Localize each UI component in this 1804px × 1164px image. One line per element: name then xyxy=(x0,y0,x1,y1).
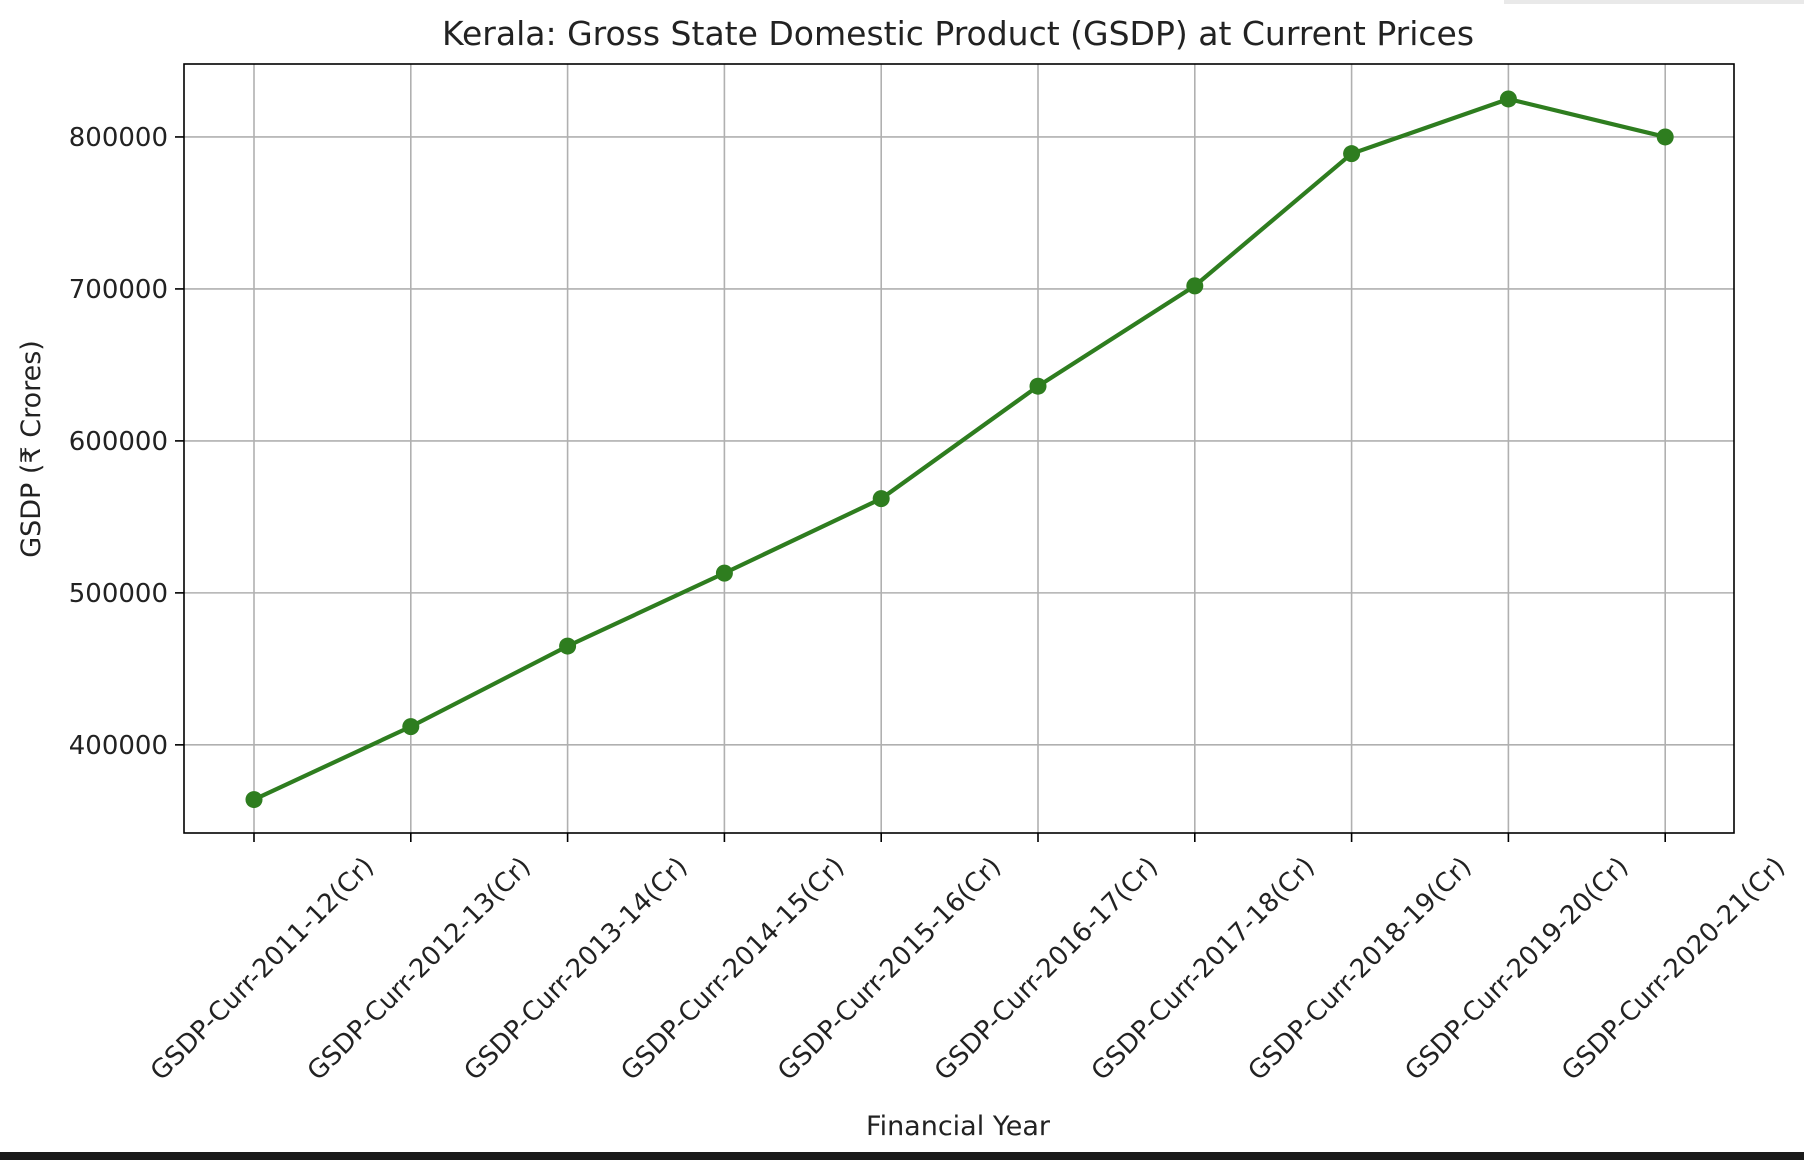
x-axis-ticks: GSDP-Curr-2011-12(Cr)GSDP-Curr-2012-13(C… xyxy=(145,833,1791,1087)
data-point xyxy=(559,637,577,655)
y-axis-ticks: 400000 500000 600000 700000 800000 xyxy=(69,123,184,761)
chart-title: Kerala: Gross State Domestic Product (GS… xyxy=(442,14,1474,53)
grid-lines xyxy=(184,64,1734,833)
window-bottom-edge xyxy=(0,1152,1804,1160)
data-point xyxy=(715,564,733,582)
data-point xyxy=(402,718,420,736)
series-line xyxy=(251,96,1668,802)
data-series xyxy=(245,90,1674,809)
data-point xyxy=(1343,145,1361,163)
y-tick-label: 800000 xyxy=(69,123,168,153)
data-point xyxy=(872,490,890,508)
y-tick-label: 400000 xyxy=(69,731,168,761)
y-axis-label: GSDP (₹ Crores) xyxy=(16,340,47,558)
data-point xyxy=(1186,277,1204,295)
data-point xyxy=(1656,128,1674,146)
y-tick-label: 600000 xyxy=(69,427,168,457)
data-point xyxy=(1029,377,1047,395)
y-tick-label: 500000 xyxy=(69,579,168,609)
data-point xyxy=(245,791,263,809)
window-top-tab xyxy=(1504,0,1804,4)
x-axis-label: Financial Year xyxy=(866,1111,1051,1142)
plot-frame xyxy=(183,63,1735,834)
data-point xyxy=(1499,90,1517,108)
y-tick-label: 700000 xyxy=(69,275,168,305)
